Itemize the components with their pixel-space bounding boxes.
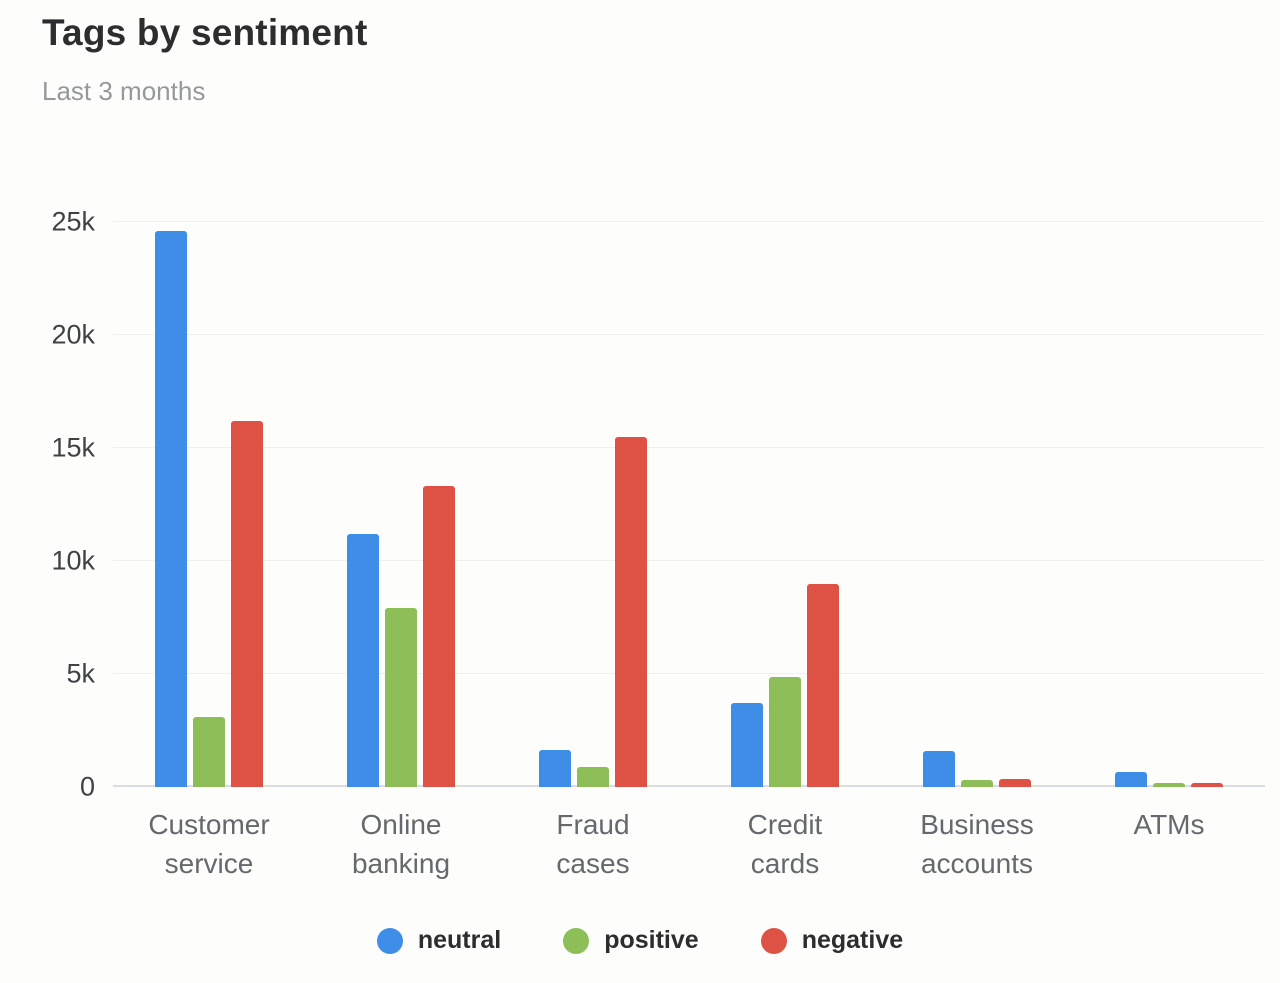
y-tick-20k: 20k	[51, 319, 95, 350]
bar-atms-negative[interactable]	[1191, 782, 1223, 787]
bar-credit-cards-positive[interactable]	[769, 677, 801, 787]
bar-group-fraud-cases	[497, 222, 689, 787]
x-label-credit-cards: Credit cards	[747, 809, 823, 879]
bar-group-business-accounts	[881, 222, 1073, 787]
legend-dot-neutral	[376, 927, 403, 954]
gridline-25k	[113, 221, 1265, 222]
x-label-fraud-cases: Fraud cases	[556, 809, 630, 879]
bar-fraud-cases-positive[interactable]	[577, 766, 609, 787]
gridline-20k	[113, 334, 1265, 335]
gridline-5k	[113, 673, 1265, 674]
bar-online-banking-positive[interactable]	[385, 608, 417, 787]
bar-fraud-cases-negative[interactable]	[615, 436, 647, 787]
bar-online-banking-negative[interactable]	[423, 486, 455, 787]
gridline-15k	[113, 447, 1265, 448]
bar-group-atms	[1073, 222, 1265, 787]
bar-atms-positive[interactable]	[1153, 783, 1185, 787]
x-label-atms: ATMs	[1133, 809, 1205, 840]
y-tick-5k: 5k	[66, 658, 95, 689]
bar-atms-neutral[interactable]	[1115, 772, 1147, 787]
y-tick-15k: 15k	[51, 432, 95, 463]
legend-dot-positive	[563, 927, 590, 954]
chart-title: Tags by sentiment	[42, 12, 368, 53]
x-axis-labels: Customer service Online banking Fraud case…	[113, 806, 1265, 896]
legend-dot-negative	[760, 927, 787, 954]
gridline-10k	[113, 560, 1265, 561]
bar-business-accounts-negative[interactable]	[999, 779, 1031, 787]
x-label-customer-service: Customer service	[148, 809, 270, 879]
x-label-business-accounts: Business accounts	[920, 809, 1034, 879]
chart-subtitle: Last 3 months	[42, 76, 206, 106]
y-tick-0: 0	[79, 771, 95, 802]
plot-area: 0 5k 10k 15k 20k 25k	[51, 208, 1265, 800]
bar-customer-service-negative[interactable]	[231, 420, 263, 787]
bar-credit-cards-negative[interactable]	[807, 583, 839, 787]
bar-fraud-cases-neutral[interactable]	[539, 749, 571, 787]
y-tick-25k: 25k	[51, 206, 95, 237]
bar-group-customer-service	[113, 222, 305, 787]
bar-online-banking-neutral[interactable]	[347, 533, 379, 787]
legend-item-negative[interactable]: negative	[760, 926, 904, 955]
legend-item-neutral[interactable]: neutral	[376, 926, 502, 955]
bar-credit-cards-neutral[interactable]	[731, 703, 763, 787]
legend-label-negative: negative	[801, 926, 904, 954]
bar-group-online-banking	[305, 222, 497, 787]
bar-customer-service-positive[interactable]	[193, 716, 225, 787]
legend-label-positive: positive	[604, 926, 699, 954]
x-label-online-banking: Online banking	[351, 809, 451, 879]
x-axis-line	[113, 785, 1265, 787]
chart-legend: neutral positive negative	[0, 926, 1280, 955]
y-tick-10k: 10k	[51, 545, 95, 576]
bar-business-accounts-positive[interactable]	[961, 780, 993, 787]
bar-group-credit-cards	[689, 222, 881, 787]
bar-business-accounts-neutral[interactable]	[923, 750, 955, 787]
legend-label-neutral: neutral	[417, 926, 502, 954]
legend-item-positive[interactable]: positive	[563, 926, 699, 955]
bar-customer-service-neutral[interactable]	[155, 231, 187, 787]
